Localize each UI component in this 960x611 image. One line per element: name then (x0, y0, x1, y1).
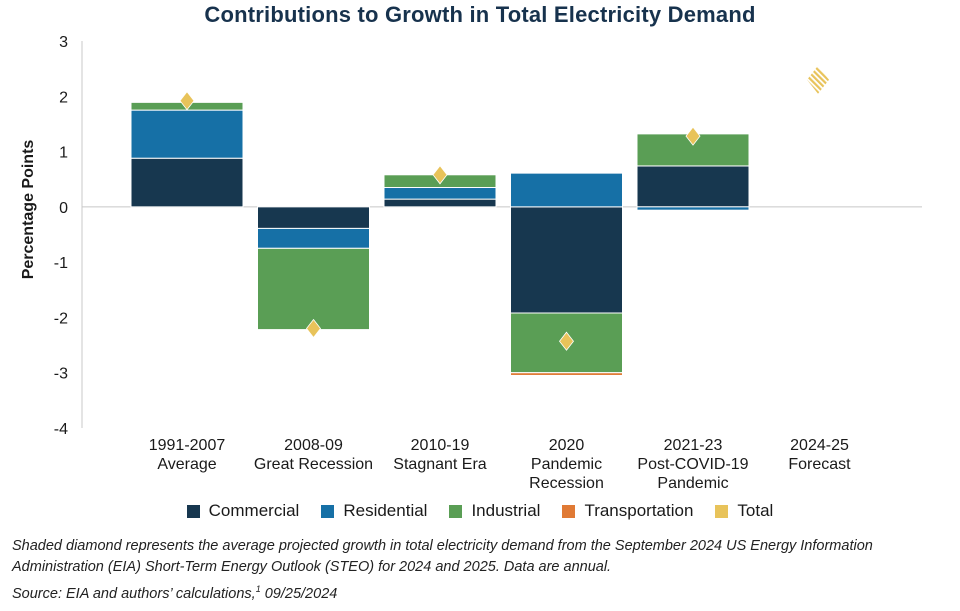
legend-item-transportation: Transportation (562, 501, 693, 521)
x-tick-label: Recession (529, 475, 604, 492)
source-text: Source: EIA and authors’ calculations, (12, 585, 256, 602)
total-diamond (558, 331, 575, 351)
forecast-total-diamond (807, 65, 829, 94)
source-date: 09/25/2024 (260, 585, 338, 602)
x-tick-label: Stagnant Era (393, 456, 487, 473)
y-tick-label: 1 (59, 145, 68, 162)
y-tick-label: -1 (54, 255, 68, 272)
x-tick-label: Average (157, 456, 216, 473)
x-tick-label: Great Recession (254, 456, 373, 473)
legend-item-commercial: Commercial (186, 501, 300, 521)
y-tick-label: -2 (54, 310, 68, 327)
y-tick-label: -3 (54, 366, 68, 383)
x-tick-label: 1991-2007 (149, 437, 226, 454)
bar-commercial (383, 198, 497, 208)
x-tick-label: 2010-19 (411, 437, 470, 454)
x-tick-label: Post-COVID-19 (637, 456, 748, 473)
total-diamond (685, 126, 701, 146)
y-tick-label: 3 (59, 34, 68, 51)
x-tick-label: 2024-25 (790, 437, 849, 454)
bar-commercial (636, 165, 750, 208)
x-tick-label: Pandemic (531, 456, 602, 473)
legend-swatch (186, 504, 200, 518)
legend: Commercial Residential Industrial Transport… (0, 501, 960, 521)
bar-commercial (257, 206, 370, 229)
legend-item-total: Total (715, 501, 773, 521)
y-tick-label: -4 (54, 421, 68, 438)
legend-label: Total (737, 501, 774, 520)
y-tick-label: 2 (59, 89, 68, 106)
x-tick-label: 2020 (549, 437, 585, 454)
legend-item-residential: Residential (321, 501, 427, 521)
total-diamond (432, 165, 448, 185)
legend-swatch (449, 504, 463, 518)
bar-residential (130, 109, 244, 159)
legend-label: Commercial (208, 501, 300, 520)
bar-transportation (510, 372, 623, 376)
legend-item-industrial: Industrial (449, 501, 540, 521)
bar-industrial (257, 247, 370, 331)
source-superscript: 1 (255, 584, 261, 594)
footnote: Shaded diamond represents the average pr… (12, 538, 873, 575)
legend-label: Residential (343, 501, 428, 520)
x-tick-label: 2008-09 (284, 437, 343, 454)
y-tick-label: 0 (59, 200, 68, 217)
bar-commercial (510, 206, 623, 314)
bar-residential (636, 206, 750, 211)
chart-area: 3 2 1 0 -1 -2 -3 -4 Percentage Points 1991-2007 Av… (20, 34, 922, 492)
chart-title: Contributions to Growth in Total Electri… (204, 2, 756, 27)
bar-residential (383, 187, 497, 200)
bar-residential (510, 172, 623, 208)
legend-swatch (715, 504, 729, 518)
total-diamond (179, 91, 195, 111)
x-tick-label: Forecast (788, 456, 851, 473)
legend-swatch (562, 504, 576, 518)
x-tick-label: 2021-23 (664, 437, 723, 454)
x-tick-label: Pandemic (657, 475, 728, 492)
y-axis-title: Percentage Points (20, 140, 37, 280)
legend-swatch (321, 504, 335, 518)
total-diamond (305, 318, 322, 339)
legend-label: Industrial (471, 501, 541, 520)
bar-commercial (130, 157, 244, 208)
source-line: Source: EIA and authors’ calculations,1 … (12, 584, 337, 602)
bar-residential (257, 227, 370, 249)
legend-label: Transportation (584, 501, 694, 520)
